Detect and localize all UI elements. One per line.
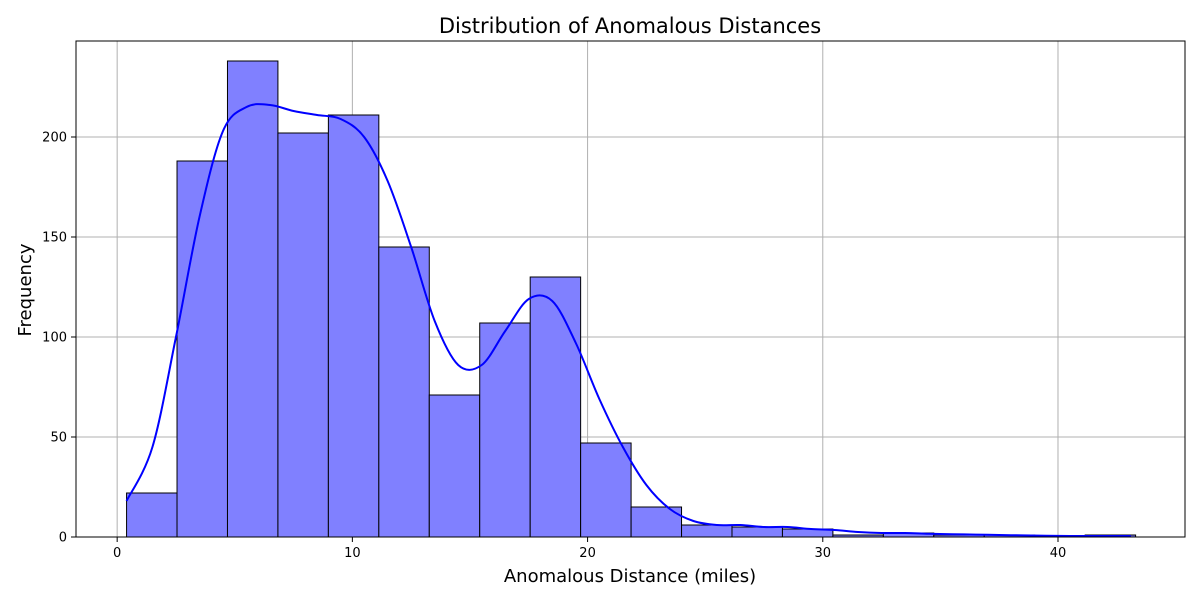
y-tick-label: 0 [59, 531, 67, 546]
histogram-bar [327, 114, 380, 538]
y-axis-title: Frequency [15, 243, 36, 336]
x-tick-label: 0 [113, 546, 121, 561]
histogram-bar [479, 322, 531, 538]
histogram-bar [176, 160, 228, 538]
histogram-bars [126, 60, 1137, 538]
x-axis-title: Anomalous Distance (miles) [504, 566, 756, 587]
histogram-bar [126, 492, 178, 538]
axis-ticks: 0 10 20 30 40 0 50 100 150 200 [42, 131, 1066, 562]
y-tick-label: 50 [50, 431, 67, 446]
y-tick-label: 100 [42, 331, 67, 346]
x-tick-label: 20 [579, 546, 596, 561]
histogram-bar [580, 442, 632, 538]
histogram-bar [428, 394, 481, 538]
chart-title: Distribution of Anomalous Distances [439, 14, 821, 38]
x-tick-label: 30 [815, 546, 832, 561]
kde-curve [125, 103, 1131, 538]
plot-frame [75, 40, 1186, 538]
y-tick-label: 200 [42, 131, 67, 146]
y-tick-label: 150 [42, 231, 67, 246]
histogram-bar [529, 276, 582, 538]
histogram-bar [226, 60, 279, 538]
histogram-bar [731, 526, 783, 538]
x-tick-label: 40 [1050, 546, 1067, 561]
histogram-bar [378, 246, 430, 538]
x-tick-label: 10 [344, 546, 361, 561]
histogram-bar [681, 524, 733, 538]
histogram-bar [277, 132, 329, 538]
